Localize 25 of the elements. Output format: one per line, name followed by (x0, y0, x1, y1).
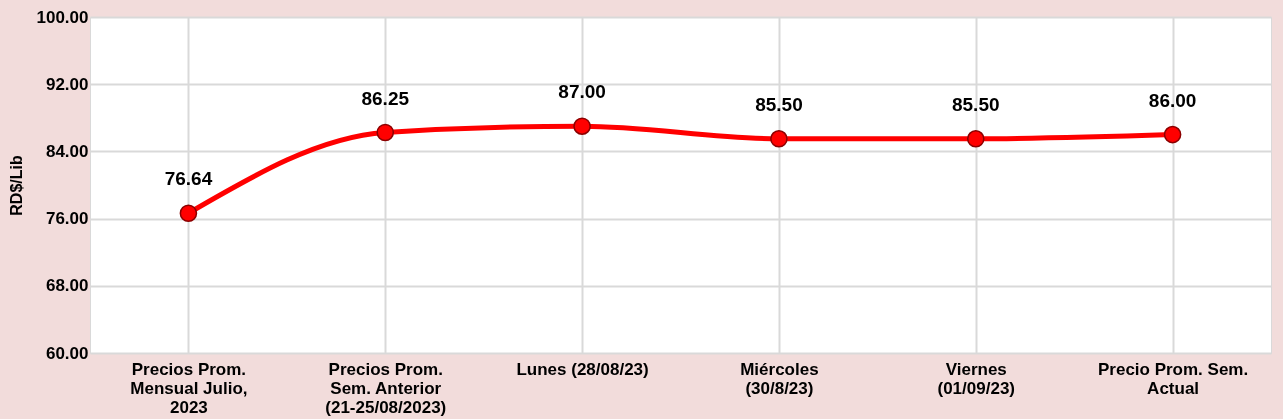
y-tick-label: 68.00 (45, 276, 89, 296)
x-tick-label: Precio Prom. Sem. Actual (1097, 359, 1249, 398)
data-label: 76.64 (164, 168, 213, 190)
x-tick-label: Lunes (28/08/23) (516, 359, 649, 379)
y-tick-label: 92.00 (45, 74, 89, 94)
point (573, 117, 591, 135)
y-tick-label: 100.00 (36, 7, 89, 27)
x-tick-label: Miércoles (30/8/23) (740, 359, 819, 398)
data-label: 85.50 (755, 93, 803, 115)
point (1163, 125, 1182, 144)
x-tick-label: Precios Prom. Mensual Julio, 2023 (130, 359, 248, 417)
point (376, 123, 395, 142)
y-axis-title: RD$/Lib (7, 155, 25, 216)
point (179, 204, 198, 223)
data-label: 87.00 (558, 81, 606, 103)
y-tick-label: 76.00 (45, 209, 89, 229)
data-label: 85.50 (951, 93, 1000, 115)
y-tick-label: 60.00 (45, 343, 89, 363)
y-tick-label: 84.00 (45, 141, 89, 161)
data-label: 86.00 (1148, 89, 1197, 111)
point (966, 130, 985, 148)
x-tick-label: Viernes (01/09/23) (937, 359, 1015, 398)
data-label: 86.25 (361, 87, 410, 109)
point (770, 130, 788, 148)
x-tick-label: Precios Prom. Sem. Anterior (21-25/08/2023) (325, 359, 447, 417)
